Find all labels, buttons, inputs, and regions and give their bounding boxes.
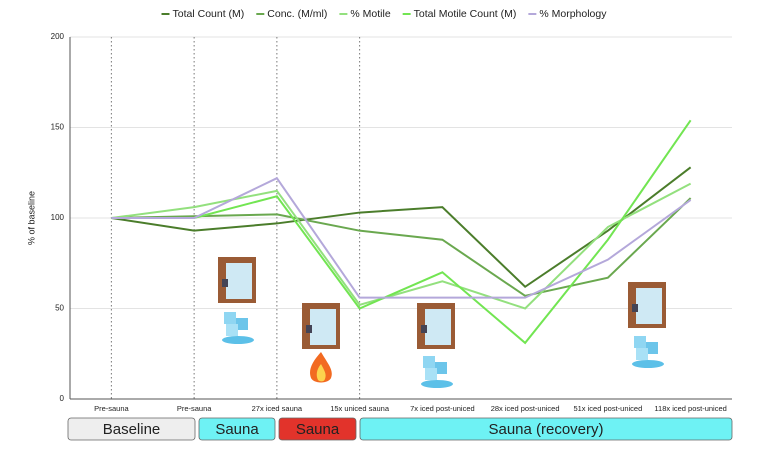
x-tick-label: 28x iced post-uniced bbox=[491, 404, 560, 413]
legend-label: Total Count (M) bbox=[173, 8, 245, 20]
ice-icon bbox=[421, 356, 453, 388]
x-tick-label: 118x iced post-uniced bbox=[654, 404, 726, 413]
icons bbox=[218, 257, 666, 388]
sauna-icon bbox=[218, 257, 256, 303]
sauna-icon bbox=[417, 303, 455, 349]
y-tick-label: 200 bbox=[51, 32, 65, 41]
series-line bbox=[111, 176, 692, 299]
ice-icon bbox=[222, 312, 254, 344]
series-line bbox=[111, 182, 692, 310]
x-tick-label: 51x iced post-uniced bbox=[573, 404, 642, 413]
phase-label: Sauna bbox=[215, 421, 259, 438]
series-line bbox=[111, 197, 692, 297]
phase-box bbox=[278, 417, 357, 441]
legend-label: Conc. (M/ml) bbox=[267, 8, 327, 20]
x-tick-label: Pre-sauna bbox=[177, 404, 212, 413]
fire-icon bbox=[310, 352, 332, 383]
phase-box bbox=[67, 417, 196, 441]
legend-label: Total Motile Count (M) bbox=[414, 8, 517, 20]
legend: Total Count (M) Conc. (M/ml) % Motile Total… bbox=[161, 8, 607, 20]
x-tick-label: 7x iced post-uniced bbox=[410, 404, 475, 413]
series-line bbox=[111, 119, 692, 345]
y-tick-label: 0 bbox=[60, 394, 65, 403]
phase-label: Sauna (recovery) bbox=[488, 421, 603, 438]
y-tick-label: 100 bbox=[51, 213, 65, 222]
y-axis-title: % of baseline bbox=[26, 191, 36, 245]
phase-label: Baseline bbox=[103, 421, 161, 438]
phase-label: Sauna bbox=[296, 421, 340, 438]
x-tick-label: 15x uniced sauna bbox=[330, 404, 390, 413]
legend-label: % Motile bbox=[350, 8, 390, 20]
x-tick-label: 27x iced sauna bbox=[252, 404, 303, 413]
y-tick-label: 50 bbox=[55, 304, 64, 313]
series-line bbox=[111, 166, 692, 289]
phase-box bbox=[198, 417, 276, 441]
sauna-icon bbox=[302, 303, 340, 349]
y-tick-label: 150 bbox=[51, 123, 65, 132]
ice-icon bbox=[632, 336, 664, 368]
phase-box bbox=[359, 417, 733, 441]
sauna-icon bbox=[628, 282, 666, 328]
legend-label: % Morphology bbox=[539, 8, 607, 20]
x-tick-label: Pre-sauna bbox=[94, 404, 129, 413]
